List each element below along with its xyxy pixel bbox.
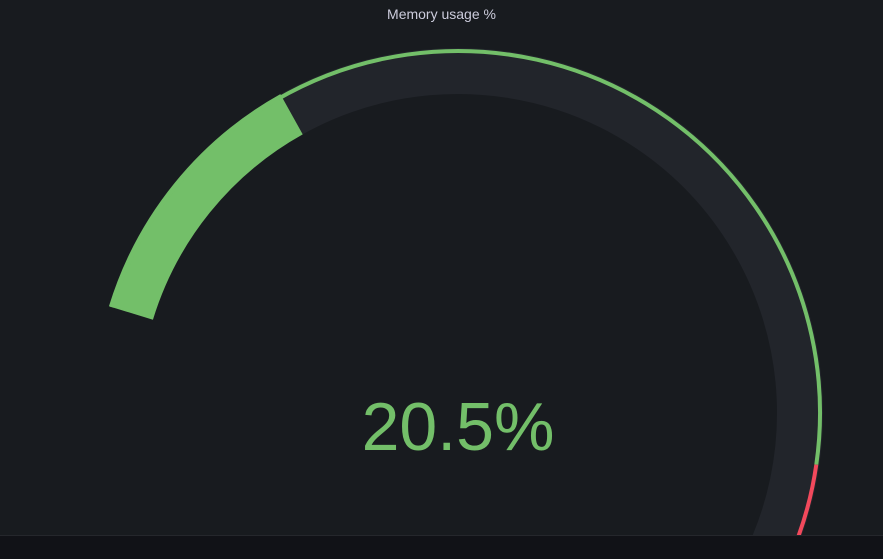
gauge: 20.5% (108, 48, 823, 535)
threshold-green-arc (109, 49, 822, 465)
threshold-red-arc (796, 464, 819, 535)
bottom-bar (0, 535, 883, 559)
gauge-value-arc (108, 94, 303, 320)
gauge-panel: Memory usage % 20.5% (108, 6, 823, 535)
gauge-value-text: 20.5% (362, 389, 555, 465)
panel-title[interactable]: Memory usage % (387, 6, 496, 22)
